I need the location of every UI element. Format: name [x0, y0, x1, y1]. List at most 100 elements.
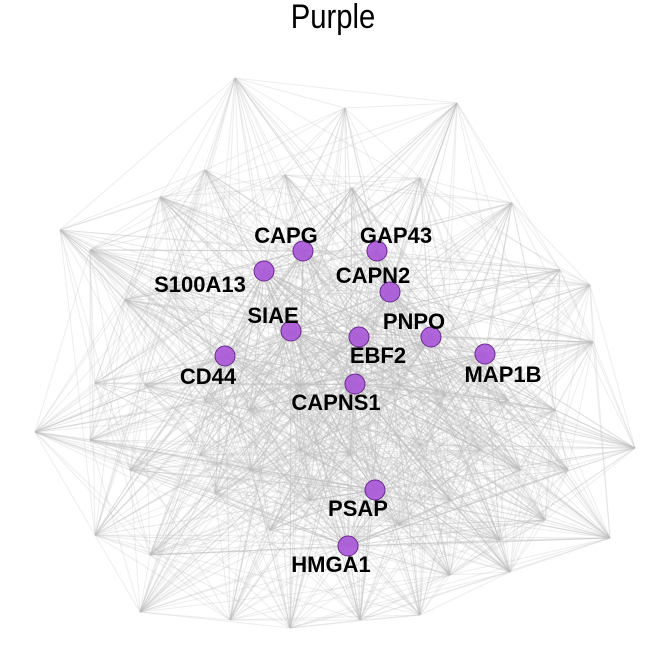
edge — [290, 330, 376, 491]
edge — [199, 454, 349, 547]
node-edge — [290, 330, 451, 501]
edge — [351, 187, 378, 252]
edge — [449, 571, 511, 576]
node-edge — [249, 336, 432, 411]
node-edge — [347, 447, 636, 547]
edge — [159, 196, 561, 271]
edge — [456, 102, 556, 411]
node-edge — [376, 250, 401, 386]
edge — [359, 614, 421, 621]
edge — [129, 355, 226, 471]
edge — [59, 229, 96, 384]
node-edge — [94, 270, 265, 384]
node-edge — [224, 355, 611, 539]
node-edge — [302, 102, 458, 252]
node-edge — [269, 291, 391, 531]
node-edge — [354, 341, 594, 385]
edge — [89, 439, 131, 471]
edge — [519, 341, 594, 471]
node-edge — [214, 383, 356, 494]
edge — [290, 330, 301, 451]
edge — [89, 249, 511, 573]
node-edge — [299, 384, 349, 547]
node-edge — [302, 250, 481, 451]
edge — [94, 382, 251, 411]
edge — [164, 250, 304, 286]
edge — [449, 447, 636, 576]
edge — [224, 355, 361, 621]
edge — [354, 341, 594, 385]
edge — [444, 394, 451, 501]
node-edge — [214, 270, 265, 494]
edge — [289, 571, 511, 629]
edge — [302, 250, 509, 401]
edge — [544, 447, 636, 521]
edge — [290, 330, 356, 385]
edge — [419, 449, 481, 616]
node-edge — [94, 250, 378, 536]
edge — [269, 529, 361, 621]
edge — [59, 229, 301, 386]
node-edge — [354, 102, 458, 385]
node-edge — [359, 489, 376, 621]
edge — [299, 384, 421, 446]
edge — [59, 229, 521, 471]
edge — [419, 444, 451, 501]
edge — [249, 409, 291, 629]
edge — [89, 384, 146, 441]
edge — [499, 537, 611, 541]
edge — [499, 519, 546, 541]
node-edge — [224, 355, 511, 573]
node-label-capg: CAPG — [254, 223, 318, 248]
edge — [554, 409, 569, 471]
node-edge — [299, 250, 304, 386]
edge — [376, 250, 521, 471]
edge — [149, 492, 216, 556]
edge — [159, 196, 206, 401]
edge — [358, 336, 546, 521]
edge — [164, 284, 432, 338]
edge — [354, 177, 421, 385]
node-edge — [34, 250, 378, 433]
node-edge — [358, 336, 509, 401]
node-edge — [59, 229, 226, 357]
node-edge — [430, 336, 569, 471]
edge — [144, 384, 206, 401]
edge — [89, 249, 96, 384]
edge — [358, 336, 421, 446]
edge — [249, 383, 356, 411]
edge — [290, 330, 401, 386]
edge — [289, 449, 301, 629]
edge — [351, 187, 401, 386]
edge — [94, 534, 611, 539]
node-edge — [224, 187, 353, 357]
edge — [559, 269, 591, 286]
edge — [34, 431, 131, 471]
node-edge — [249, 291, 391, 411]
edge — [234, 77, 458, 104]
edge — [159, 196, 451, 501]
edge — [347, 394, 446, 547]
edge — [94, 284, 166, 384]
edge — [519, 447, 636, 471]
edge — [89, 384, 301, 441]
edge — [214, 384, 301, 494]
edge — [290, 330, 351, 456]
node-edge — [344, 107, 360, 338]
edge — [290, 177, 421, 332]
node-edge — [347, 519, 546, 547]
node-edge — [249, 250, 378, 411]
node-edge — [204, 250, 304, 401]
edge — [309, 499, 451, 576]
edge — [351, 187, 486, 355]
node-edge — [124, 299, 432, 338]
edge — [399, 384, 421, 616]
edge — [389, 291, 594, 343]
edge — [234, 77, 304, 252]
node-edge — [347, 102, 458, 547]
edge — [479, 449, 546, 521]
edge — [354, 383, 446, 396]
edge — [354, 383, 376, 491]
edge — [204, 169, 511, 573]
node-edge — [389, 102, 458, 293]
